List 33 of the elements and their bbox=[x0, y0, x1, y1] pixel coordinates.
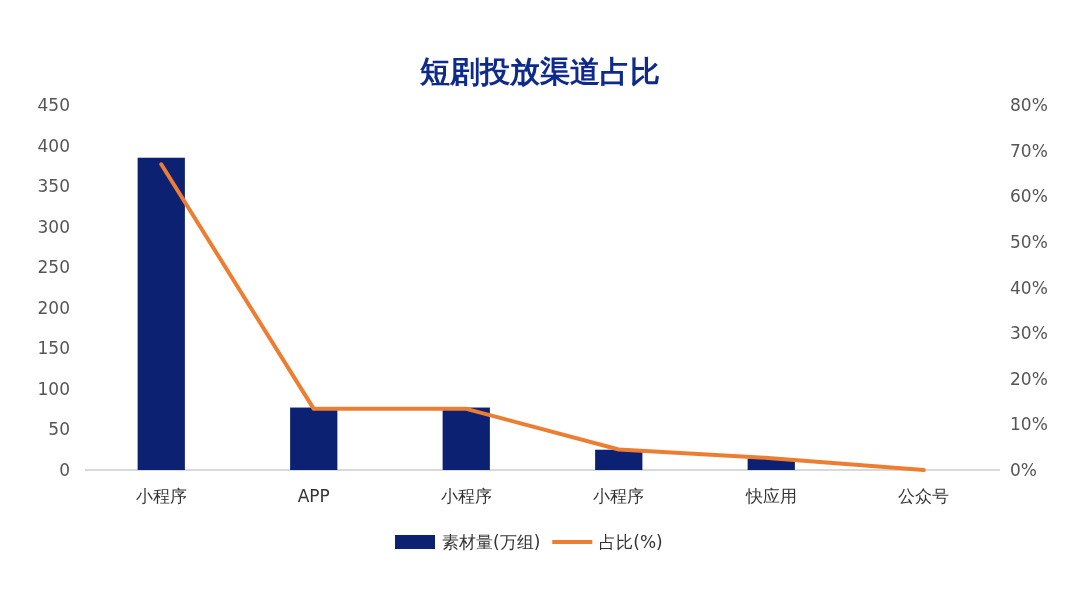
x-tick-label: 小程序 bbox=[440, 486, 492, 506]
chart-title: 短剧投放渠道占比 bbox=[419, 54, 660, 89]
y-tick-label: 300 bbox=[37, 216, 70, 237]
y-tick-label: 450 bbox=[37, 95, 70, 115]
line-series bbox=[159, 162, 926, 472]
y-tick-label: 250 bbox=[37, 257, 70, 278]
bar bbox=[137, 157, 185, 470]
y2-tick-label: 60% bbox=[1010, 186, 1048, 207]
y2-tick-label: 20% bbox=[1010, 368, 1048, 389]
x-tick-label: 快应用 bbox=[744, 486, 797, 506]
y-tick-label: 400 bbox=[37, 135, 70, 156]
y2-tick-label: 0% bbox=[1010, 460, 1037, 480]
y2-tick-label: 70% bbox=[1010, 140, 1048, 161]
x-tick-label: 小程序 bbox=[135, 486, 187, 506]
x-tick-label: 小程序 bbox=[593, 486, 645, 506]
y-tick-label: 100 bbox=[37, 378, 70, 399]
legend-label: 素材量(万组) bbox=[442, 532, 541, 552]
y-tick-label: 150 bbox=[37, 338, 70, 359]
y2-tick-label: 10% bbox=[1010, 414, 1048, 435]
legend-label: 占比(%) bbox=[599, 532, 663, 552]
bar bbox=[595, 449, 643, 470]
y2-tick-label: 50% bbox=[1010, 231, 1048, 252]
x-tick-label: 公众号 bbox=[898, 486, 950, 506]
y-tick-label: 0 bbox=[59, 460, 70, 480]
bar bbox=[290, 407, 338, 470]
y-tick-label: 350 bbox=[37, 176, 70, 197]
bar bbox=[442, 407, 490, 470]
y-tick-label: 200 bbox=[37, 297, 70, 318]
y-tick-label: 50 bbox=[48, 419, 70, 440]
x-tick-label: APP bbox=[297, 486, 330, 506]
y2-tick-label: 40% bbox=[1010, 277, 1048, 298]
y2-tick-label: 30% bbox=[1010, 323, 1048, 344]
y2-tick-label: 80% bbox=[1010, 95, 1048, 115]
